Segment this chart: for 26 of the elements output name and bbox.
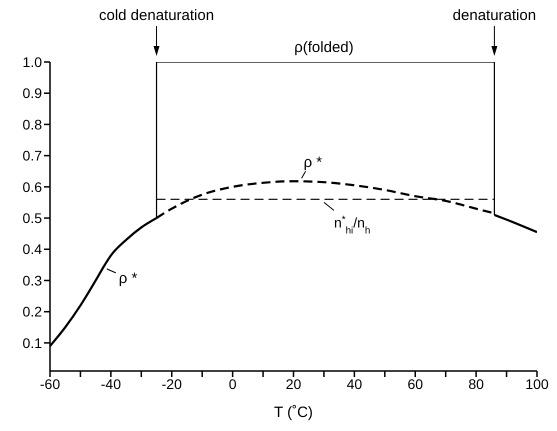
annotation: cold denaturation — [98, 7, 214, 24]
y-tick-label: 0.7 — [22, 148, 42, 164]
y-tick-label: 0.4 — [22, 241, 42, 258]
x-tick-label: 40 — [346, 376, 362, 392]
x-tick-label: 0 — [228, 376, 237, 392]
annotation: denaturation — [452, 7, 536, 24]
annotation: n$^{*}$$_{hi}$/n$_{h}$ — [334, 214, 370, 236]
y-tick-label: 0.3 — [22, 272, 42, 288]
y-tick-label: 0.2 — [22, 304, 42, 320]
annotation: ρ * — [304, 154, 322, 172]
x-tick-label: 80 — [468, 376, 484, 392]
x-axis-title: T (˚C) — [274, 404, 313, 421]
y-tick-label: 0.8 — [22, 116, 42, 132]
y-tick-label: 1.0 — [22, 54, 42, 70]
x-tick-label: -60 — [40, 376, 60, 392]
y-tick-label: 0.1 — [22, 334, 42, 351]
x-tick-label: 60 — [407, 376, 424, 392]
x-tick-label: 100 — [525, 376, 549, 392]
y-tick-label: 0.6 — [22, 178, 42, 195]
x-tick-label: -40 — [100, 376, 122, 392]
annotation: ρ * — [118, 270, 138, 287]
annotation: ρ(folded) — [294, 39, 354, 56]
x-tick-label: 20 — [286, 376, 302, 392]
x-tick-label: -20 — [162, 376, 182, 392]
y-tick-label: 0.5 — [22, 210, 42, 226]
y-tick-label: 0.9 — [22, 85, 42, 102]
